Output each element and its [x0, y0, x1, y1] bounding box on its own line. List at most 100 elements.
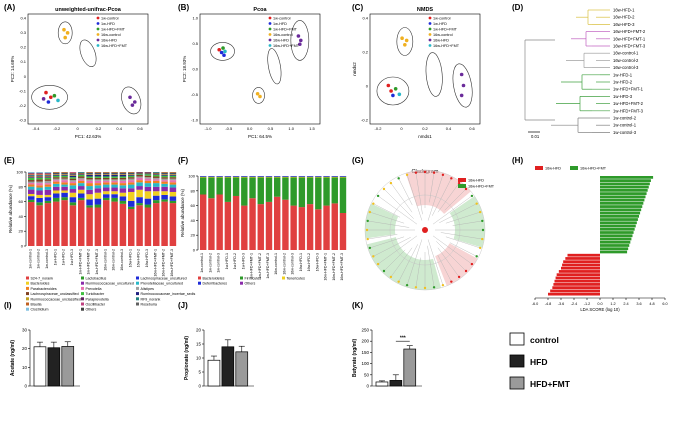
legend-marker	[268, 38, 272, 42]
stacked-segment	[136, 176, 143, 178]
stacked-segment	[103, 200, 110, 246]
clade-node	[372, 202, 375, 205]
legend-swatch	[81, 297, 84, 301]
y-tick-label: 60	[191, 203, 196, 208]
legend-label: Prevotella	[86, 287, 102, 291]
stacked-segment	[153, 195, 160, 201]
clade-branch	[432, 195, 473, 225]
stacked-segment	[28, 175, 35, 177]
data-point	[62, 27, 66, 32]
y-tick-label: 100	[188, 174, 195, 179]
stacked-segment	[153, 180, 160, 184]
y-axis-label: PC2: 14.68%	[10, 56, 15, 83]
chart-title: unweighted-unifrac-Pcoa	[55, 7, 122, 13]
stacked-segment	[103, 179, 110, 181]
clade-branch	[445, 236, 481, 249]
x-tick-label: 0	[76, 126, 79, 131]
stacked-segment	[128, 173, 135, 175]
data-point	[258, 94, 262, 99]
x-tick-label: 16w-HFD+FMT-1	[153, 249, 157, 277]
data-point	[219, 50, 224, 55]
stacked-segment	[36, 173, 43, 175]
stacked-segment	[86, 207, 93, 246]
stacked-segment	[78, 176, 85, 178]
legend-label: S24-7_norank	[31, 277, 54, 281]
lda-bar	[562, 263, 600, 267]
stacked-segment	[86, 199, 93, 206]
stacked-segment	[111, 174, 118, 175]
stacked-segment	[161, 199, 168, 202]
panel-label: (A)	[4, 3, 15, 12]
stacked-segment	[169, 191, 177, 197]
stacked-segment	[161, 180, 168, 182]
x-tick-label: 1w-HFD+FMT-3	[95, 249, 99, 275]
stacked-segment	[119, 177, 127, 180]
legend-label: Firmicutes	[245, 277, 262, 281]
stacked-segment	[169, 187, 177, 192]
legend-label: 16w-HFD	[468, 179, 484, 183]
x-tick-label: 2.4	[623, 302, 628, 306]
legend-label: Paraprevotella	[86, 297, 109, 301]
x-tick-label: 16w-HFD+FMT-2	[332, 253, 336, 281]
legend-swatch	[198, 281, 201, 285]
stacked-segment	[290, 176, 297, 178]
stacked-segment	[208, 177, 215, 199]
chart-title: Pcoa	[253, 7, 267, 13]
x-tick-label: 16w-HFD-2	[307, 253, 311, 271]
leaf-label: 1w-control-2	[613, 116, 637, 121]
stacked-segment	[53, 186, 60, 191]
y-tick-label: 20	[191, 233, 196, 238]
x-tick-label: -1.2	[584, 302, 591, 306]
lda-bar	[600, 214, 639, 218]
scale-label: 0.01	[531, 134, 540, 139]
stacked-segment	[169, 182, 177, 185]
stacked-segment	[69, 173, 77, 175]
data-point	[46, 100, 51, 104]
y-tick-label: 150	[361, 350, 369, 355]
scfa-bar	[221, 346, 235, 387]
cluster-ellipse	[210, 42, 235, 61]
stacked-segment	[144, 172, 152, 173]
stacked-segment	[161, 201, 168, 246]
stacked-segment	[44, 186, 52, 190]
clade-node	[457, 181, 461, 185]
x-tick-label: 16w-control-3	[120, 249, 124, 271]
y-tick-label: 250	[361, 328, 369, 333]
leaf-label: 16w-HFD-2	[613, 15, 635, 20]
y-tick-label: 10	[196, 356, 202, 361]
x-tick-label: 16w-control-2	[112, 249, 116, 271]
data-point	[65, 31, 70, 35]
clade-node	[478, 246, 482, 250]
stacked-segment	[128, 182, 135, 185]
stacked-segment	[119, 173, 127, 175]
clade-node	[470, 194, 474, 198]
legend-label: 1w-HFD	[433, 22, 447, 26]
legend-swatch	[81, 281, 84, 285]
stacked-segment	[44, 172, 52, 174]
lda-bar	[552, 286, 600, 290]
clade-node	[475, 255, 478, 258]
x-tick-label: -0.4	[33, 126, 41, 131]
legend-swatch	[136, 276, 139, 280]
clade-node	[372, 255, 375, 258]
y-axis-label: Relative abundance (%)	[8, 184, 13, 233]
stacked-segment	[153, 174, 160, 177]
stacked-segment	[144, 174, 152, 176]
stacked-segment	[241, 205, 248, 250]
stacked-segment	[119, 188, 127, 193]
data-point	[63, 35, 67, 40]
lda-bar	[600, 221, 637, 225]
stacked-segment	[315, 176, 322, 178]
cluster-ellipse	[57, 21, 73, 45]
stacked-segment	[69, 181, 77, 184]
stacked-segment	[61, 173, 68, 175]
lda-bar	[561, 266, 600, 270]
stacked-segment	[111, 187, 118, 192]
stacked-segment	[144, 186, 152, 192]
cluster-ellipse	[396, 27, 414, 56]
stacked-segment	[323, 177, 330, 206]
stacked-segment	[103, 187, 110, 192]
stacked-segment	[86, 172, 93, 174]
stacked-segment	[61, 200, 68, 246]
stacked-segment	[103, 180, 110, 183]
